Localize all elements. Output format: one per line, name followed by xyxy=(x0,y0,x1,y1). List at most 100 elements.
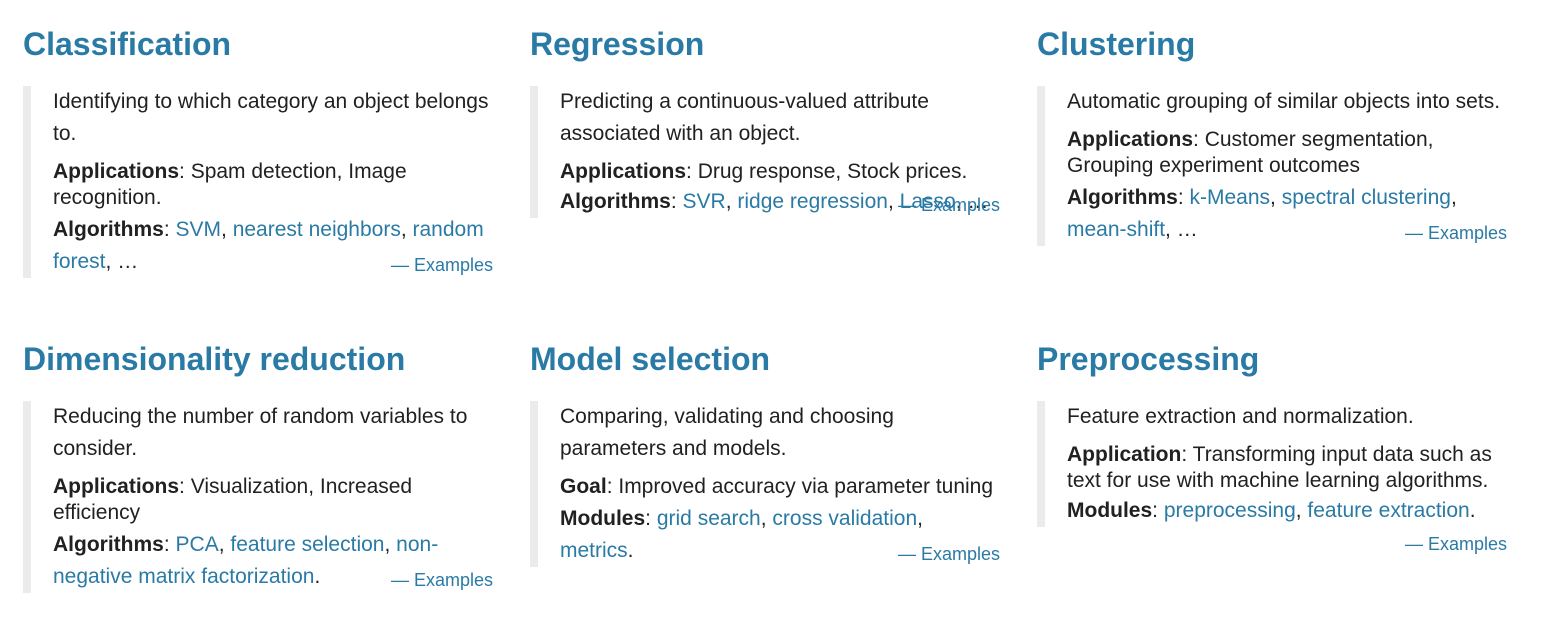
card-body: Comparing, validating and choosing param… xyxy=(530,401,1000,567)
examples-link[interactable]: — Examples xyxy=(897,195,1000,215)
card-body: Predicting a continuous-valued attribute… xyxy=(530,86,1000,218)
label-separator: : xyxy=(1181,443,1193,466)
card-title: Model selection xyxy=(530,341,771,377)
modules-line: Modules: grid search, cross validation, … xyxy=(560,507,923,562)
goal-line: Goal: Improved accuracy via parameter tu… xyxy=(560,474,1000,500)
link-svr[interactable]: SVR xyxy=(682,190,726,213)
algorithms-line: Algorithms: SVM, nearest neighbors, rand… xyxy=(53,218,484,273)
card-description: Automatic grouping of similar objects in… xyxy=(1067,90,1501,113)
application-label: Application xyxy=(1067,443,1182,466)
examples-row: — Examples xyxy=(1037,531,1507,557)
algorithms-label: Algorithms xyxy=(560,190,671,213)
modules-label: Modules xyxy=(560,507,646,530)
link-random-forest[interactable]: random forest xyxy=(53,218,484,273)
card-description: Comparing, validating and choosing param… xyxy=(560,405,894,460)
card-body: Identifying to which category an object … xyxy=(23,86,493,278)
card-description: Reducing the number of random variables … xyxy=(53,405,468,460)
link-nmf[interactable]: non-negative matrix factorization xyxy=(53,533,439,588)
goal-label: Goal xyxy=(560,475,607,498)
algorithms-label: Algorithms xyxy=(53,218,164,241)
applications-line: Applications: Visualization, Increased e… xyxy=(53,474,493,526)
list-tail: . xyxy=(1469,499,1476,522)
link-ridge-regression[interactable]: ridge regression xyxy=(737,190,888,213)
link-grid-search[interactable]: grid search xyxy=(656,507,761,530)
card-classification: Classification Identifying to which cate… xyxy=(23,24,493,278)
label-separator: : xyxy=(1177,186,1190,209)
card-model-selection: Model selection Comparing, validating an… xyxy=(530,339,1000,567)
applications-text: Drug response, Stock prices. xyxy=(697,160,968,183)
application-line: Application: Transforming input data suc… xyxy=(1067,442,1507,494)
card-title: Preprocessing xyxy=(1037,341,1260,377)
link-k-means[interactable]: k-Means xyxy=(1189,186,1271,209)
card-description: Identifying to which category an object … xyxy=(53,90,489,145)
examples-link[interactable]: — Examples xyxy=(1404,534,1507,554)
examples-link[interactable]: — Examples xyxy=(1404,223,1507,243)
label-separator: : xyxy=(606,475,619,498)
algorithms-line: Algorithms: PCA, feature selection, non-… xyxy=(53,533,439,588)
list-tail: , … xyxy=(1165,218,1198,241)
examples-link[interactable]: — Examples xyxy=(897,544,1000,564)
applications-line: Applications: Customer segmentation, Gro… xyxy=(1067,127,1507,179)
link-pca[interactable]: PCA xyxy=(175,533,219,556)
card-dimensionality-reduction: Dimensionality reduction Reducing the nu… xyxy=(23,339,493,593)
label-separator: : xyxy=(163,533,176,556)
link-svm[interactable]: SVM xyxy=(175,218,222,241)
list-tail: , … xyxy=(955,190,989,213)
applications-line: Applications: Drug response, Stock price… xyxy=(560,159,1000,185)
card-title: Clustering xyxy=(1037,26,1196,62)
list-tail: . xyxy=(627,539,634,562)
link-feature-extraction[interactable]: feature extraction xyxy=(1307,499,1470,522)
examples-link[interactable]: — Examples xyxy=(390,570,493,590)
label-separator: : xyxy=(179,475,191,498)
link-spectral-clustering[interactable]: spectral clustering xyxy=(1281,186,1451,209)
examples-row: — Examples xyxy=(1067,220,1507,246)
label-separator: : xyxy=(686,160,698,183)
applications-text: Visualization, Increased efficiency xyxy=(53,475,413,524)
card-regression: Regression Predicting a continuous-value… xyxy=(530,24,1000,218)
label-separator: : xyxy=(1152,499,1164,522)
applications-label: Applications xyxy=(53,160,180,183)
card-body: Automatic grouping of similar objects in… xyxy=(1037,86,1507,246)
label-separator: : xyxy=(163,218,176,241)
list-tail: , … xyxy=(105,250,139,273)
application-text: Transforming input data such as text for… xyxy=(1067,443,1492,492)
examples-row: — Examples xyxy=(560,192,1000,218)
modules-line: Modules: preprocessing, feature extracti… xyxy=(1067,499,1476,522)
link-preprocessing[interactable]: preprocessing xyxy=(1163,499,1296,522)
algorithms-label: Algorithms xyxy=(53,533,164,556)
examples-row: — Examples xyxy=(53,567,493,593)
applications-label: Applications xyxy=(53,475,180,498)
applications-text: Spam detection, Image recognition. xyxy=(53,160,407,209)
applications-label: Applications xyxy=(1067,128,1194,151)
card-body: Reducing the number of random variables … xyxy=(23,401,493,593)
link-cross-validation[interactable]: cross validation xyxy=(772,507,918,530)
label-separator: : xyxy=(1193,128,1205,151)
applications-text: Customer segmentation, Grouping experime… xyxy=(1067,128,1434,177)
card-description: Predicting a continuous-valued attribute… xyxy=(560,90,929,145)
link-mean-shift[interactable]: mean-shift xyxy=(1067,218,1166,241)
card-description: Feature extraction and normalization. xyxy=(1067,405,1414,428)
card-title: Classification xyxy=(23,26,232,62)
label-separator: : xyxy=(670,190,683,213)
modules-label: Modules xyxy=(1067,499,1153,522)
link-lasso[interactable]: Lasso xyxy=(899,190,956,213)
applications-line: Applications: Spam detection, Image reco… xyxy=(53,159,493,211)
list-tail: . xyxy=(314,565,321,588)
card-title: Dimensionality reduction xyxy=(23,341,406,377)
card-title: Regression xyxy=(530,26,705,62)
goal-text: Improved accuracy via parameter tuning xyxy=(618,475,994,498)
link-metrics[interactable]: metrics xyxy=(560,539,628,562)
card-clustering: Clustering Automatic grouping of similar… xyxy=(1037,24,1507,246)
examples-row: — Examples xyxy=(560,541,1000,567)
card-preprocessing: Preprocessing Feature extraction and nor… xyxy=(1037,339,1507,554)
algorithms-line: Algorithms: SVR, ridge regression, Lasso… xyxy=(560,190,989,213)
applications-label: Applications xyxy=(560,160,687,183)
examples-link[interactable]: — Examples xyxy=(390,255,493,275)
link-feature-selection[interactable]: feature selection xyxy=(230,533,385,556)
label-separator: : xyxy=(179,160,191,183)
algorithms-line: Algorithms: k-Means, spectral clustering… xyxy=(1067,186,1457,241)
algorithms-label: Algorithms xyxy=(1067,186,1178,209)
examples-row: — Examples xyxy=(53,252,493,278)
link-nearest-neighbors[interactable]: nearest neighbors xyxy=(232,218,401,241)
card-body: Feature extraction and normalization. Ap… xyxy=(1037,401,1507,527)
